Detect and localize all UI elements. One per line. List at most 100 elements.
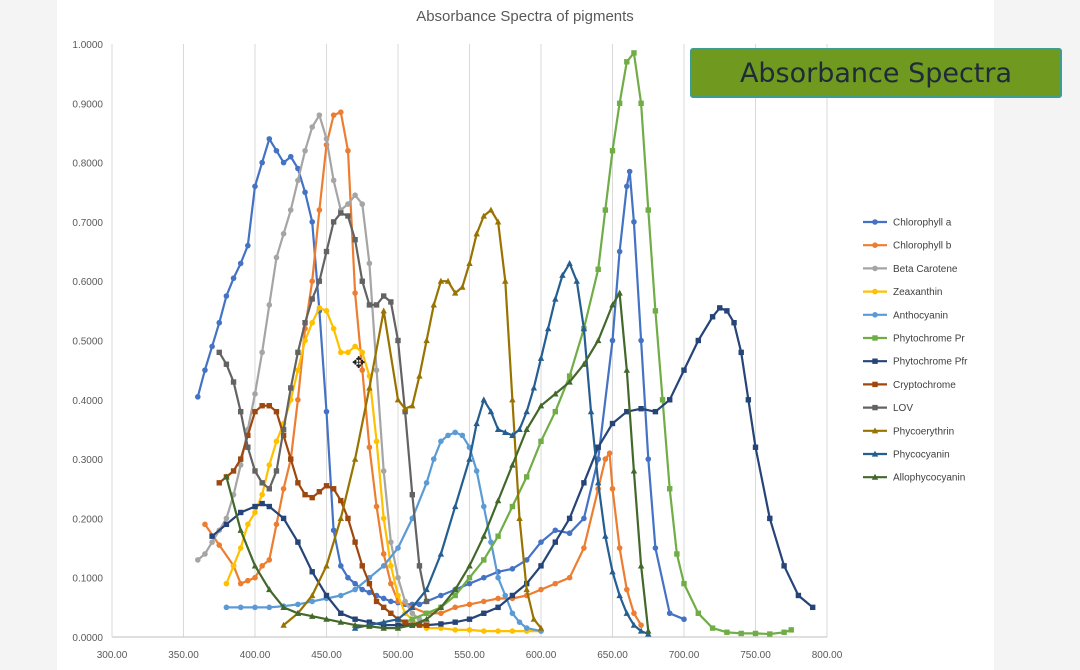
- data-point: [631, 50, 637, 56]
- data-point: [459, 432, 466, 439]
- data-point: [637, 627, 645, 634]
- data-point: [366, 589, 373, 596]
- data-point: [266, 462, 273, 468]
- data-point: [738, 349, 744, 356]
- data-point: [488, 539, 494, 545]
- data-point: [466, 260, 473, 267]
- data-point: [223, 604, 230, 611]
- data-point: [423, 622, 430, 628]
- data-point: [388, 580, 394, 587]
- data-point: [566, 530, 573, 537]
- data-point: [681, 580, 687, 587]
- data-point: [302, 491, 308, 498]
- data-point: [287, 207, 294, 213]
- data-point: [366, 622, 373, 629]
- chart-title: Absorbance Spectra of pigments: [416, 8, 634, 25]
- data-point: [388, 598, 394, 605]
- legend-item: Cryptochrome: [863, 380, 956, 391]
- data-point: [295, 601, 301, 608]
- x-tick-label: 550.00: [454, 650, 485, 661]
- data-point: [566, 515, 573, 522]
- axes: 300.00 350.00 400.00 450.00 500.00 550.00 600.…: [72, 40, 842, 661]
- data-point: [266, 604, 273, 611]
- data-point: [266, 503, 272, 510]
- data-point: [602, 207, 609, 213]
- x-tick-label: 350.00: [168, 650, 199, 661]
- data-point: [288, 385, 294, 391]
- data-point: [509, 503, 516, 510]
- data-point: [452, 503, 459, 510]
- data-point: [295, 165, 301, 172]
- data-point: [345, 147, 351, 154]
- series-line: [203, 111, 643, 626]
- data-point: [338, 592, 344, 599]
- data-point: [645, 627, 652, 634]
- legend-label: Anthocyanin: [893, 310, 948, 321]
- data-point: [795, 592, 802, 599]
- data-point: [537, 402, 545, 409]
- data-point: [323, 408, 330, 415]
- data-point: [530, 384, 538, 391]
- legend-item: LOV: [863, 403, 913, 414]
- data-point: [495, 574, 501, 581]
- data-point: [252, 183, 258, 190]
- data-point: [509, 566, 516, 572]
- data-point: [237, 526, 244, 533]
- data-point: [652, 545, 659, 551]
- data-point: [452, 619, 458, 625]
- data-point: [366, 384, 373, 391]
- data-point: [273, 254, 280, 261]
- data-point: [330, 325, 337, 332]
- data-point: [259, 349, 265, 356]
- legend: Chlorophyll a Chlorophyll b Beta Carotene Z…: [863, 218, 968, 484]
- legend-label: Phytochrome Pfr: [893, 357, 968, 368]
- data-point: [444, 277, 452, 284]
- data-point: [259, 500, 265, 507]
- data-point: [273, 521, 280, 528]
- data-point: [288, 456, 294, 462]
- data-point: [230, 468, 237, 474]
- data-point: [245, 242, 251, 249]
- data-point: [552, 390, 559, 397]
- data-point: [252, 509, 258, 516]
- data-point: [388, 610, 394, 616]
- data-point: [266, 586, 273, 593]
- data-point: [366, 302, 373, 308]
- data-point: [495, 533, 501, 539]
- data-point: [388, 563, 394, 569]
- data-point: [509, 461, 516, 468]
- y-tick-label: 0.8000: [72, 159, 103, 170]
- data-point: [573, 277, 580, 284]
- legend-label: Allophycocyanin: [893, 473, 965, 484]
- data-point: [295, 349, 301, 356]
- data-point: [245, 521, 251, 528]
- data-point: [338, 109, 344, 115]
- data-point: [394, 624, 402, 631]
- data-point: [423, 610, 430, 616]
- data-point: [323, 136, 330, 142]
- data-point: [209, 539, 215, 545]
- data-point: [509, 628, 516, 634]
- data-point: [237, 580, 244, 587]
- data-point: [337, 618, 344, 625]
- data-point: [767, 631, 773, 637]
- y-tick-label: 0.7000: [72, 218, 103, 229]
- data-point: [266, 486, 272, 492]
- data-point: [409, 610, 416, 617]
- data-point: [237, 462, 244, 468]
- data-point: [359, 563, 365, 569]
- gridlines: [183, 44, 828, 637]
- y-tick-label: 0.9000: [72, 99, 103, 110]
- data-point: [316, 489, 323, 495]
- data-point: [495, 628, 501, 634]
- series-line: [397, 51, 792, 636]
- data-point: [437, 277, 445, 284]
- data-point: [538, 586, 544, 593]
- x-tick-label: 700.00: [669, 650, 700, 661]
- data-point: [309, 219, 316, 225]
- data-point: [494, 426, 502, 433]
- legend-label: Phytochrome Pr: [893, 334, 965, 345]
- data-point: [452, 586, 459, 593]
- data-point: [338, 210, 344, 216]
- legend-marker: [871, 450, 879, 457]
